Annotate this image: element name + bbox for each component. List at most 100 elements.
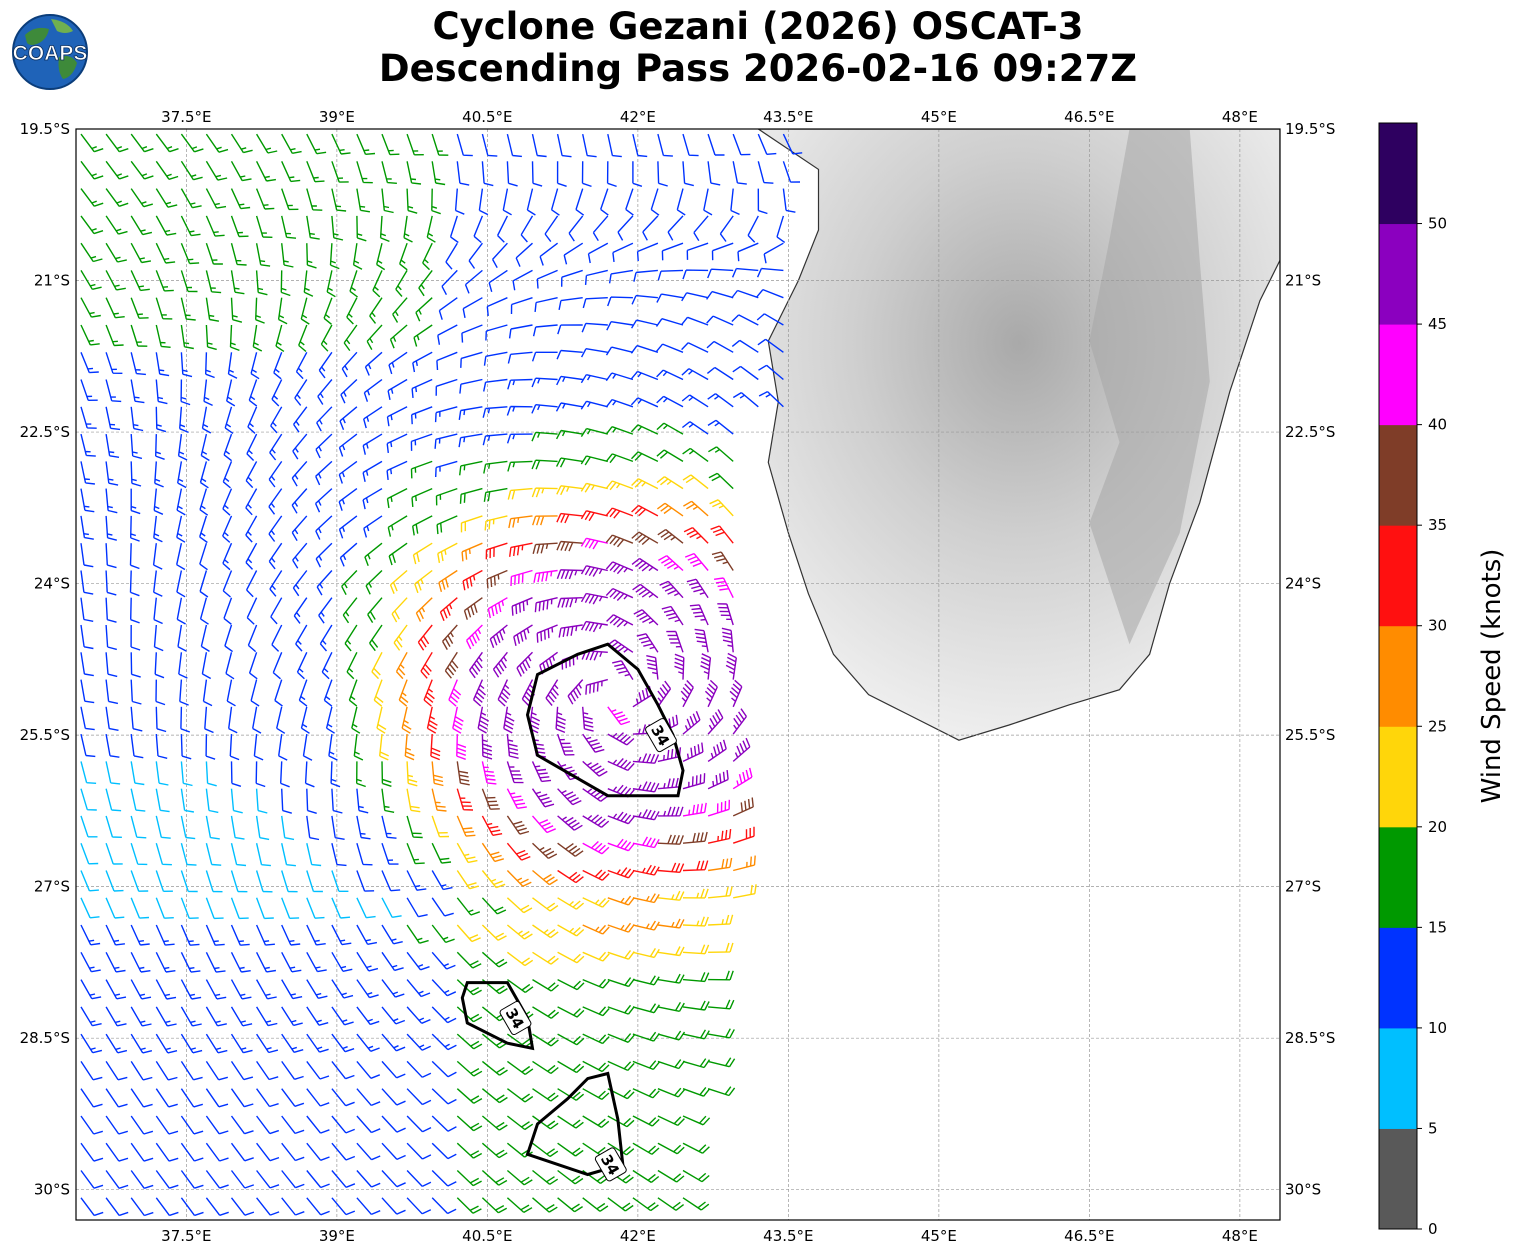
wind-barb (306, 979, 328, 999)
wind-barb (293, 597, 308, 624)
wind-barb (362, 433, 383, 455)
wind-barb (431, 1115, 457, 1132)
wind-barb (531, 459, 558, 470)
wind-barb (456, 951, 482, 969)
wind-barb (707, 1028, 735, 1039)
wind-barb (632, 1142, 660, 1155)
wind-barb (657, 161, 668, 187)
wind-barb (435, 487, 458, 506)
wind-barb (489, 624, 508, 649)
wind-barb (667, 215, 684, 241)
wind-barb (406, 188, 418, 214)
wind-barb (681, 421, 709, 435)
wind-barb (180, 215, 201, 237)
wind-barb (229, 734, 240, 761)
wind-barb (557, 869, 584, 884)
wind-barb (230, 870, 248, 893)
wind-barb (582, 1088, 610, 1101)
wind-barb (306, 1088, 330, 1107)
wind-barb (176, 597, 186, 625)
wind-barb (205, 270, 222, 294)
wind-barb (105, 897, 125, 919)
wind-barb (130, 597, 140, 624)
wind-barb (80, 324, 100, 346)
wind-barb (180, 1115, 204, 1135)
wind-barb (531, 788, 555, 808)
wind-barb (506, 870, 532, 887)
wind-barb (153, 624, 164, 652)
wind-barb (532, 1006, 560, 1019)
wind-barb (304, 761, 315, 788)
wind-barb (556, 540, 583, 552)
wind-barb (306, 1142, 330, 1161)
wind-barb (406, 870, 427, 891)
wind-barb (205, 843, 222, 866)
wind-barb (281, 1142, 305, 1162)
wind-barb (632, 975, 660, 986)
wind-barb (631, 478, 659, 490)
wind-barb (356, 1006, 380, 1026)
wind-barb (180, 1170, 204, 1189)
wind-barb (682, 1197, 710, 1211)
wind-barb (255, 843, 271, 867)
wind-barb (356, 1060, 381, 1079)
wind-barb (438, 297, 458, 320)
wind-barb (205, 215, 225, 237)
wind-barb (180, 815, 196, 840)
wind-barb (130, 488, 141, 515)
wind-barb (481, 133, 498, 157)
wind-barb (105, 842, 123, 865)
chart-title: Cyclone Gezani (2026) OSCAT-3 Descending… (0, 6, 1516, 90)
wind-barb (130, 1142, 154, 1162)
wind-barb (80, 1033, 103, 1054)
wind-barb (557, 1115, 584, 1129)
wind-barb (532, 924, 559, 939)
wind-barb (481, 761, 497, 785)
y-tick-label-left: 24°S (34, 575, 70, 593)
wind-barb (456, 1169, 482, 1187)
wind-barb (176, 570, 186, 598)
wind-barb (531, 133, 547, 158)
wind-barb (205, 160, 228, 181)
wind-barb (607, 895, 635, 906)
wind-barb (486, 569, 508, 589)
wind-barb (205, 1170, 229, 1189)
wind-barb (386, 487, 408, 509)
wind-barb (230, 979, 252, 1000)
wind-barb (130, 188, 153, 208)
wind-barb (276, 706, 286, 734)
wind-barb (431, 979, 457, 997)
wind-barb (205, 133, 229, 153)
y-tick-label-right: 28.5°S (1285, 1029, 1335, 1047)
wind-barb (315, 542, 333, 568)
wind-barb (248, 652, 258, 680)
wind-barb (298, 324, 308, 353)
wind-barb (686, 242, 709, 260)
wind-barb (356, 1197, 381, 1216)
wind-barb (205, 1115, 229, 1135)
wind-barb (80, 1061, 103, 1081)
wind-barb (582, 951, 610, 962)
wind-barb (344, 624, 358, 652)
wind-barb (557, 1060, 585, 1074)
y-tick-label-right: 25.5°S (1285, 726, 1335, 744)
wind-barb (176, 488, 186, 516)
wind-barb (362, 487, 383, 510)
wind-barb (707, 419, 734, 435)
y-tick-label-right: 19.5°S (1285, 120, 1335, 138)
wind-barb (363, 406, 383, 429)
wind-barb (406, 761, 418, 787)
x-tick-label-top: 48°E (1222, 108, 1258, 126)
wind-barb (545, 679, 559, 706)
wind-barb (129, 543, 140, 570)
wind-barb (275, 324, 285, 352)
wind-barb (506, 1169, 533, 1186)
wind-barb (245, 461, 258, 489)
wind-barb (105, 270, 126, 291)
wind-barb (406, 951, 430, 971)
wind-barb (580, 537, 608, 550)
wind-barb (607, 1197, 634, 1212)
wind-barb (707, 739, 727, 762)
wind-barb (353, 734, 364, 761)
wind-barb (630, 451, 659, 463)
